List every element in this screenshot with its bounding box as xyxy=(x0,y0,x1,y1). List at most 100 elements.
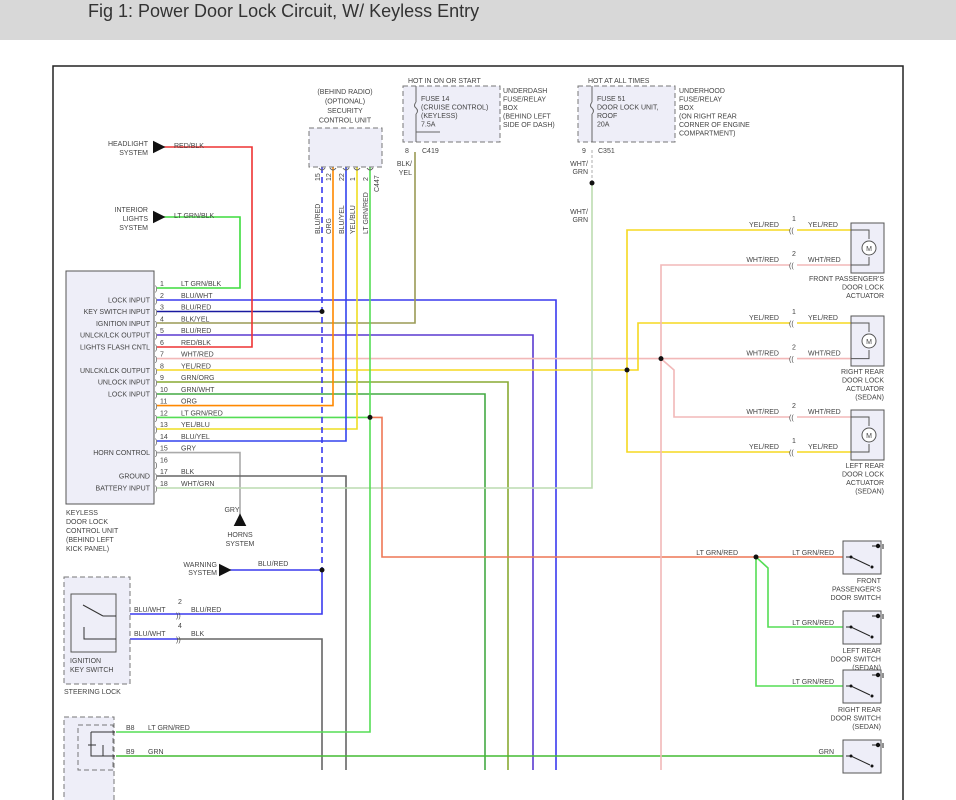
connector-symbol: )) xyxy=(176,613,181,620)
ground-icon xyxy=(875,543,881,549)
connector-symbol: (( xyxy=(789,450,794,457)
wire-lt-grn-red-switches xyxy=(370,416,843,558)
label-line: SECURITY xyxy=(327,108,363,115)
wire-gry xyxy=(157,451,247,527)
connector-symbol: (( xyxy=(789,263,794,270)
pin-number: 2 xyxy=(363,177,370,181)
ignition-pin: 4 xyxy=(178,623,182,630)
fuse51-connector: C351 xyxy=(598,148,615,155)
fuse14-header: HOT IN ON OR START xyxy=(408,78,481,85)
interior-wire-label: LT GRN/BLK xyxy=(174,213,215,220)
interior-lights-label: INTERIOR LIGHTS SYSTEM xyxy=(115,207,149,232)
actuator-wiring xyxy=(851,416,870,453)
wire-lt-grn-red-right-rear xyxy=(755,557,843,687)
pin-function-label: LOCK INPUT xyxy=(108,297,151,304)
pin-number: 16 xyxy=(160,457,168,464)
ignition-key-switch xyxy=(70,593,117,653)
bottom-module-wire-label: GRN xyxy=(148,749,164,756)
label-line: (ON RIGHT REAR xyxy=(679,114,737,121)
wire-color-label: WHT/RED xyxy=(746,257,779,264)
label-line: HORNS xyxy=(227,532,253,539)
key-switch-symbol xyxy=(82,604,116,640)
pin-function-label: UNLCK/LCK OUTPUT xyxy=(80,368,151,375)
pin-function-label: LOCK INPUT xyxy=(108,391,151,398)
wires xyxy=(116,140,851,770)
switch-pivot xyxy=(849,754,853,758)
label-line: ACTUATOR xyxy=(846,480,884,487)
label-line: ACTUATOR xyxy=(846,293,884,300)
label-line: WHT/ xyxy=(570,161,588,168)
ground-icon xyxy=(875,742,881,748)
fuse51-pin: 9 xyxy=(582,148,586,155)
pin-number: 1 xyxy=(792,309,796,316)
wire-color-label: GRN/ORG xyxy=(181,375,214,382)
wire-color-label: GRN xyxy=(818,749,834,756)
connector-symbol xyxy=(318,167,326,171)
junction-dot xyxy=(319,309,325,314)
pin-number: 22 xyxy=(339,173,346,181)
pin-number: 11 xyxy=(160,399,167,406)
wire-yel-red-actuators xyxy=(797,229,851,453)
horns-system-label: HORNS SYSTEM xyxy=(226,532,255,548)
label-line: SYSTEM xyxy=(119,225,148,232)
switch-feed-wire-label: LT GRN/RED xyxy=(696,550,738,557)
wire-color-label: WHT/RED xyxy=(746,409,779,416)
wire-color-label: BLU/RED xyxy=(315,204,322,234)
junction-dot xyxy=(367,414,373,420)
fuse51-label: FUSE 51 DOOR LOCK UNIT, ROOF 20A xyxy=(597,96,659,129)
label-line: BOX xyxy=(503,105,518,112)
pin-function-label: LIGHTS FLASH CNTL xyxy=(80,344,150,351)
wire-color-label: YEL/BLU xyxy=(350,205,357,234)
wire-color-label: YEL/RED xyxy=(749,444,779,451)
door-switch-label: FRONT PASSENGER'S DOOR SWITCH xyxy=(830,578,881,602)
pin-function-label: UNLCK/LCK OUTPUT xyxy=(80,333,151,340)
label-line: (SEDAN) xyxy=(855,489,884,496)
wire-color-label: WHT/RED xyxy=(181,352,214,359)
label-line: (OPTIONAL) xyxy=(325,99,365,106)
wire-blk xyxy=(157,475,347,770)
label-line: COMPARTMENT) xyxy=(679,131,736,138)
actuator-wiring xyxy=(851,229,870,266)
wire-color-label: BLU/WHT xyxy=(181,293,213,300)
wire-color-label: BLU/YEL xyxy=(339,205,346,234)
pin-number: 5 xyxy=(160,328,164,335)
label-line: FUSE 14 xyxy=(421,96,450,103)
label-line: LEFT REAR xyxy=(846,463,884,470)
wire-lt-grn-red-b8 xyxy=(116,417,371,733)
connector-symbol xyxy=(329,167,337,171)
label-line: RIGHT REAR xyxy=(838,707,881,714)
underhood-box-label: UNDERHOOD FUSE/RELAY BOX (ON RIGHT REAR CORN… xyxy=(679,88,750,138)
pin-number: 2 xyxy=(792,345,796,352)
pin-number: 13 xyxy=(160,422,168,429)
wire-color-label: BLK/YEL xyxy=(181,316,210,323)
ignition-key-switch-label: IGNITION KEY SWITCH xyxy=(70,658,113,674)
wire-color-label: GRY xyxy=(181,446,196,453)
wire-color-label: YEL/RED xyxy=(749,315,779,322)
pin-number: 4 xyxy=(160,316,164,323)
wire-yel-red-right-rear xyxy=(627,322,790,371)
label-line: SYSTEM xyxy=(188,570,217,577)
connector-symbol: ) xyxy=(155,321,157,328)
wire-color-label: WHT/RED xyxy=(808,409,841,416)
motor-icon xyxy=(861,240,877,256)
label-line: WHT/ xyxy=(570,209,588,216)
security-unit-label: (BEHIND RADIO) (OPTIONAL) SECURITY CONTROL … xyxy=(317,89,372,125)
wire-color-label: WHT/GRN xyxy=(181,481,214,488)
wire-org xyxy=(157,167,334,407)
wire-red-blk xyxy=(152,140,253,348)
connector-symbol: ) xyxy=(155,474,157,481)
label-line: WARNING xyxy=(183,562,217,569)
ignition-wire-label: BLU/RED xyxy=(191,607,221,614)
junctions xyxy=(319,180,759,573)
wire-color-label: BLU/YEL xyxy=(181,434,210,441)
pin-function-label: IGNITION INPUT xyxy=(96,321,151,328)
wire-color-label: LT GRN/RED xyxy=(792,550,834,557)
label-line: FUSE/RELAY xyxy=(679,97,722,104)
wire-wht-red-actuators xyxy=(797,264,851,418)
pin-function-label: UNLOCK INPUT xyxy=(98,380,151,387)
switch-contact xyxy=(870,635,874,639)
pin-number: 1 xyxy=(792,216,796,223)
